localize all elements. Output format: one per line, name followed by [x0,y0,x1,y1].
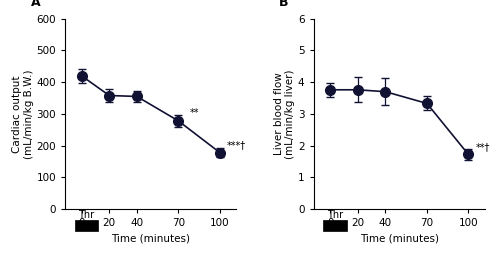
X-axis label: Time (minutes): Time (minutes) [111,234,190,244]
Text: **: ** [190,108,199,118]
Text: Thr: Thr [327,210,343,220]
Y-axis label: Cardiac output
(mL/min/kg B.W.): Cardiac output (mL/min/kg B.W.) [12,69,34,159]
X-axis label: Time (minutes): Time (minutes) [360,234,439,244]
Text: ***†: ***† [227,140,246,150]
Bar [74,220,98,231]
Text: **†: **† [476,142,490,152]
Text: A: A [30,0,40,9]
Text: B: B [280,0,289,9]
Bar [323,220,347,231]
Text: Thr: Thr [78,210,94,220]
Y-axis label: Liver blood flow
(mL/min/kg liver): Liver blood flow (mL/min/kg liver) [274,69,295,159]
